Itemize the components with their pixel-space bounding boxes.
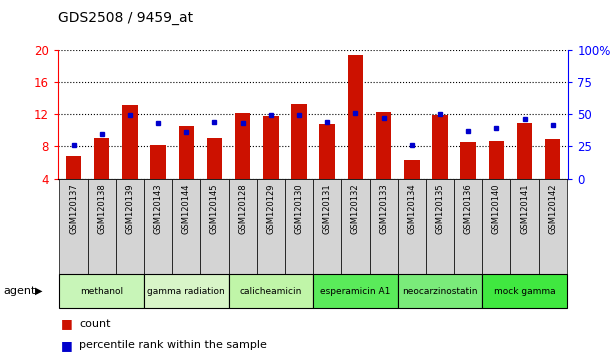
Text: mock gamma: mock gamma	[494, 287, 555, 296]
Text: GSM120134: GSM120134	[408, 183, 416, 234]
Bar	[404, 160, 420, 179]
Bar	[454, 179, 482, 274]
Text: ▶: ▶	[35, 286, 43, 296]
Text: GSM120143: GSM120143	[153, 183, 163, 234]
Bar	[482, 274, 567, 308]
Text: esperamicin A1: esperamicin A1	[320, 287, 390, 296]
Text: GSM120128: GSM120128	[238, 183, 247, 234]
Bar	[482, 179, 510, 274]
Bar	[235, 113, 251, 179]
Text: GSM120133: GSM120133	[379, 183, 388, 234]
Bar	[94, 138, 109, 179]
Bar	[489, 141, 504, 179]
Text: neocarzinostatin: neocarzinostatin	[402, 287, 478, 296]
Bar	[376, 112, 392, 179]
Bar	[398, 179, 426, 274]
Bar	[122, 105, 137, 179]
Text: GSM120140: GSM120140	[492, 183, 501, 234]
Bar	[510, 179, 539, 274]
Text: GSM120130: GSM120130	[295, 183, 304, 234]
Bar	[545, 139, 560, 179]
Bar	[348, 55, 363, 179]
Bar	[320, 124, 335, 179]
Bar	[263, 116, 279, 179]
Bar	[291, 104, 307, 179]
Bar	[87, 179, 116, 274]
Text: GSM120136: GSM120136	[464, 183, 473, 234]
Text: GSM120137: GSM120137	[69, 183, 78, 234]
Bar	[426, 179, 454, 274]
Bar	[517, 123, 532, 179]
Text: calicheamicin: calicheamicin	[240, 287, 302, 296]
Bar	[370, 179, 398, 274]
Text: GSM120145: GSM120145	[210, 183, 219, 234]
Bar	[178, 126, 194, 179]
Bar	[144, 179, 172, 274]
Bar	[432, 115, 448, 179]
Text: gamma radiation: gamma radiation	[147, 287, 225, 296]
Bar	[172, 179, 200, 274]
Bar	[539, 179, 567, 274]
Text: GSM120141: GSM120141	[520, 183, 529, 234]
Text: ■: ■	[61, 339, 73, 352]
Bar	[461, 142, 476, 179]
Text: ■: ■	[61, 318, 73, 330]
Text: percentile rank within the sample: percentile rank within the sample	[79, 340, 267, 350]
Text: GSM120135: GSM120135	[436, 183, 444, 234]
Bar	[342, 179, 370, 274]
Bar	[144, 274, 229, 308]
Text: GSM120144: GSM120144	[182, 183, 191, 234]
Bar	[150, 145, 166, 179]
Text: GDS2508 / 9459_at: GDS2508 / 9459_at	[58, 11, 193, 25]
Bar	[229, 179, 257, 274]
Text: GSM120139: GSM120139	[125, 183, 134, 234]
Text: GSM120138: GSM120138	[97, 183, 106, 234]
Bar	[313, 179, 342, 274]
Text: methanol: methanol	[80, 287, 123, 296]
Bar	[229, 274, 313, 308]
Text: GSM120132: GSM120132	[351, 183, 360, 234]
Bar	[116, 179, 144, 274]
Bar	[398, 274, 482, 308]
Text: agent: agent	[3, 286, 35, 296]
Bar	[285, 179, 313, 274]
Text: count: count	[79, 319, 111, 329]
Bar	[59, 274, 144, 308]
Text: GSM120131: GSM120131	[323, 183, 332, 234]
Text: GSM120142: GSM120142	[548, 183, 557, 234]
Text: GSM120129: GSM120129	[266, 183, 276, 234]
Bar	[200, 179, 229, 274]
Bar	[313, 274, 398, 308]
Bar	[207, 138, 222, 179]
Bar	[257, 179, 285, 274]
Bar	[59, 179, 87, 274]
Bar	[66, 156, 81, 179]
